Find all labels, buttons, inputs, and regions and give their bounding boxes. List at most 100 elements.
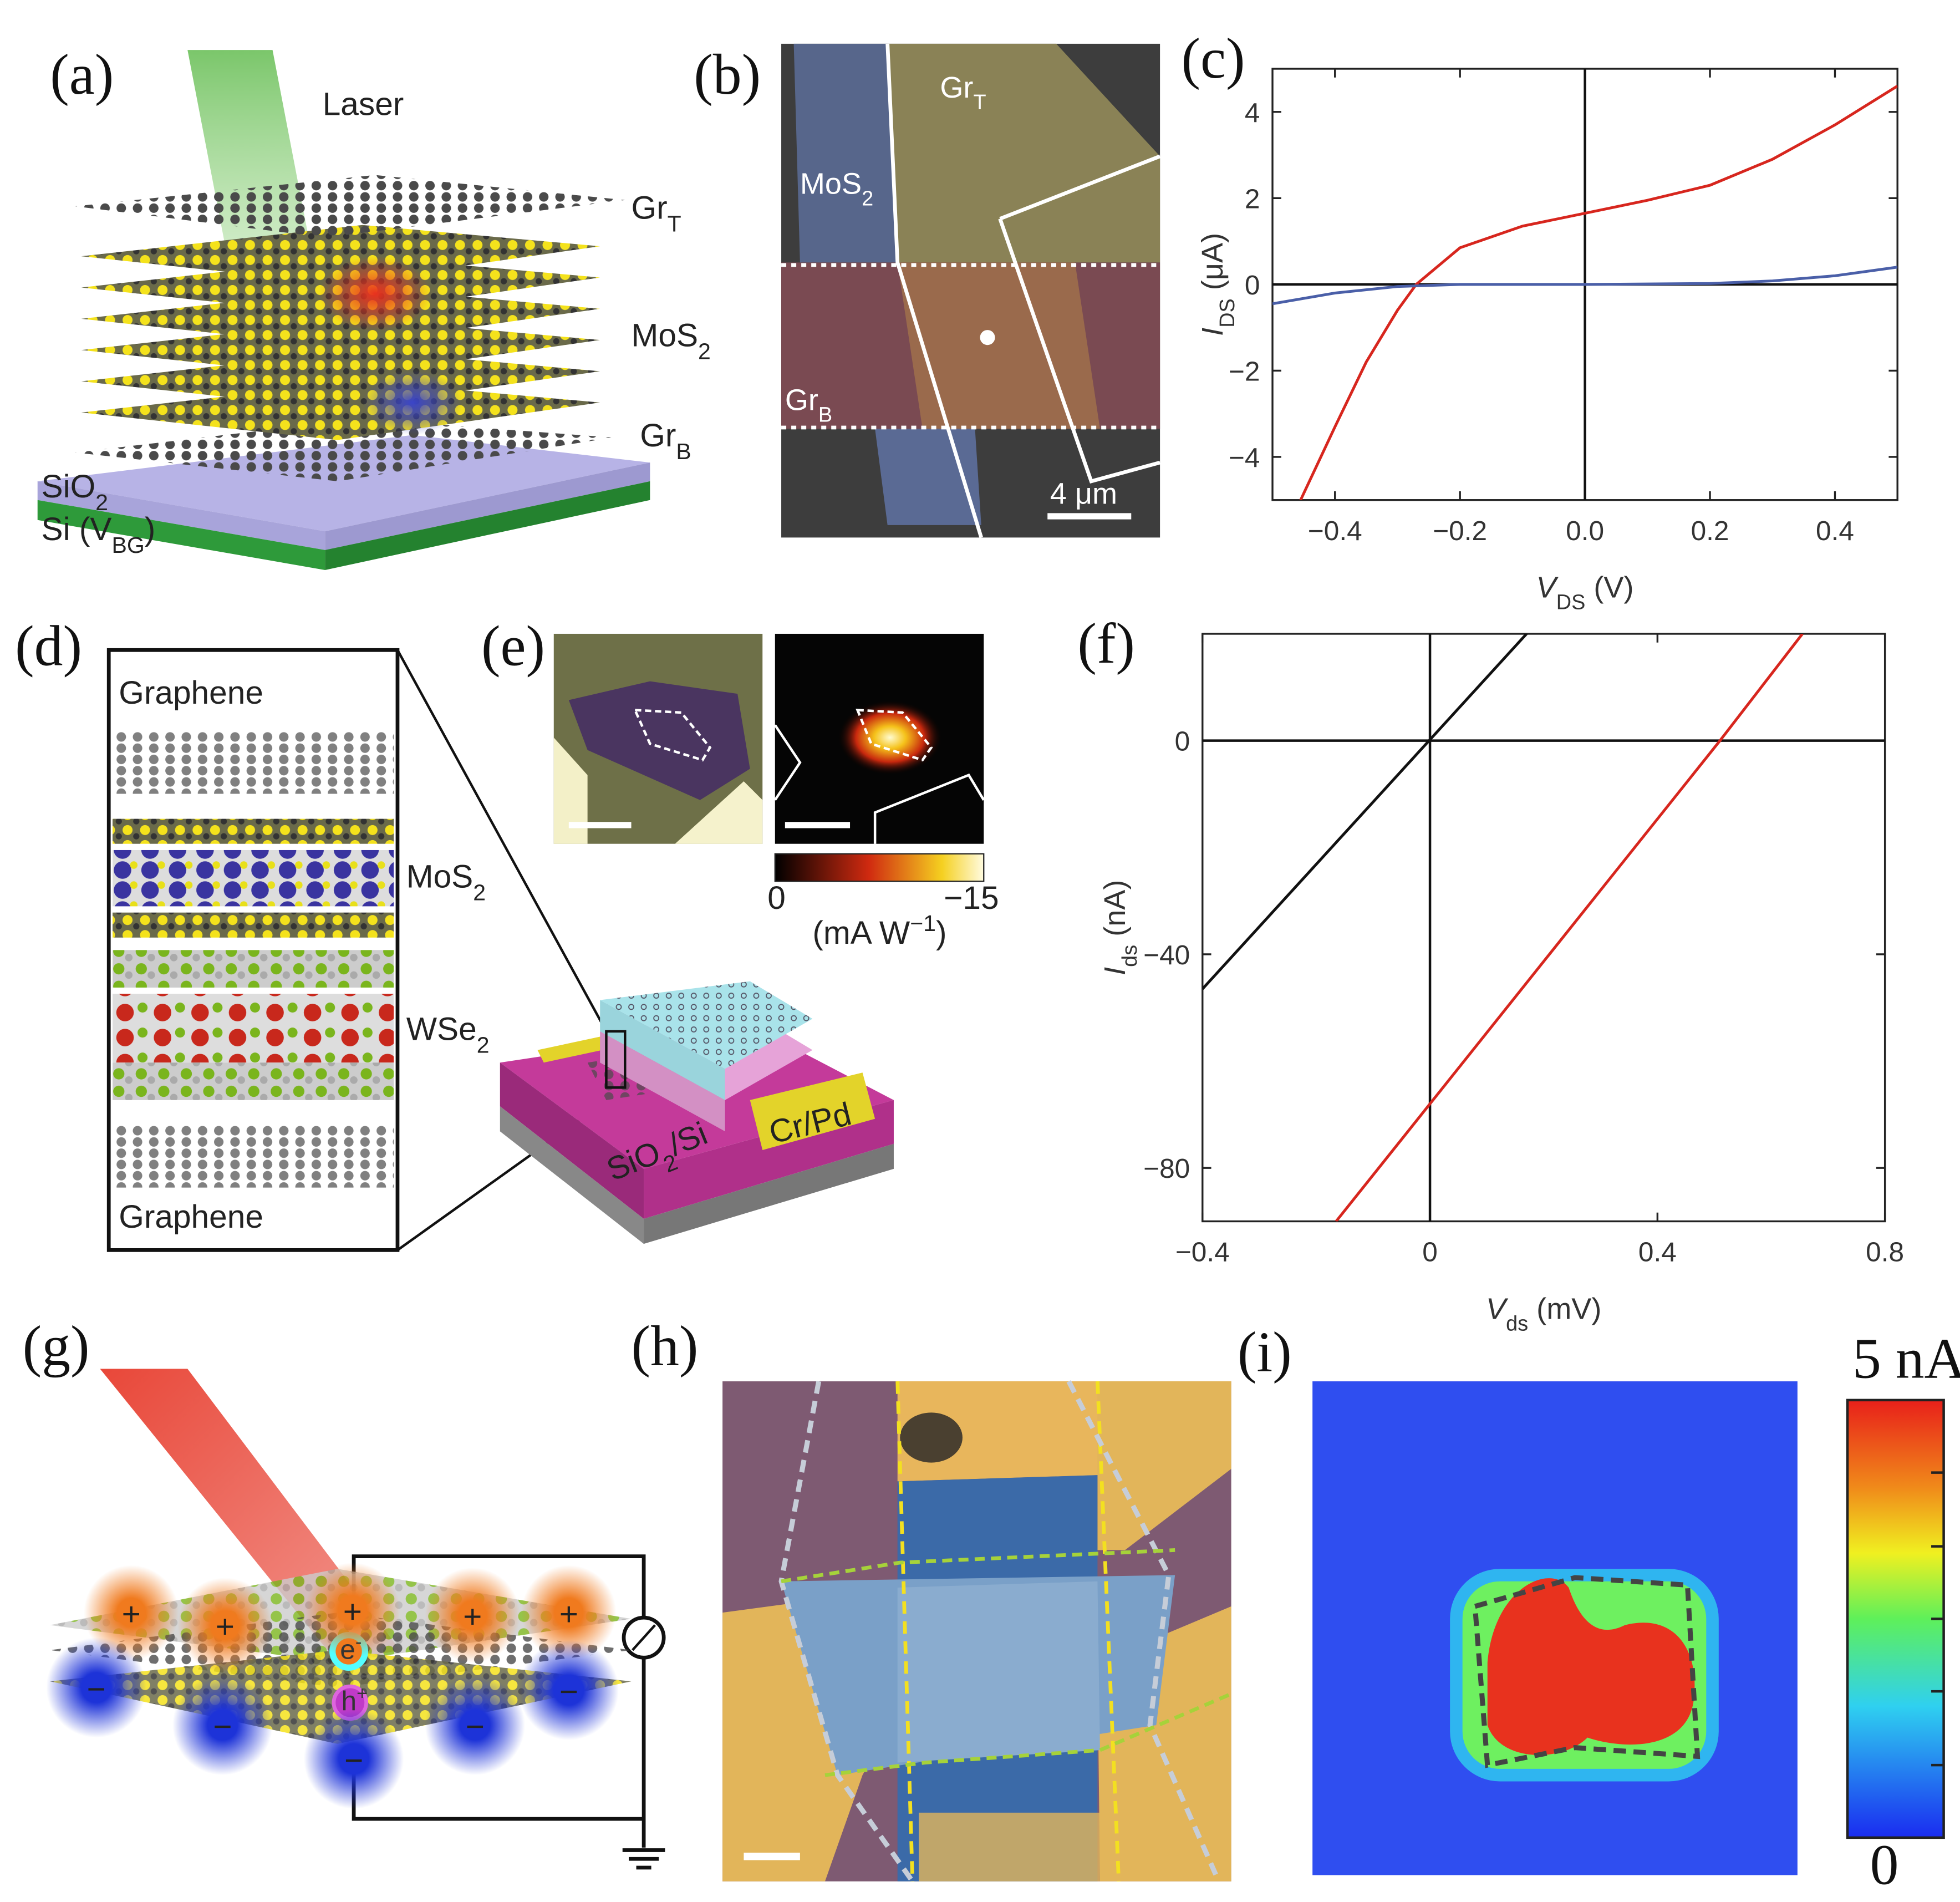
y-axis-label: IDS (μA) — [1196, 233, 1239, 336]
layer-label-part: 2 — [473, 880, 486, 906]
panel-e-images — [553, 633, 985, 882]
x-axis-label-part: (mV) — [1528, 1292, 1601, 1325]
colorbar-label: 5 nA — [1852, 1327, 1960, 1390]
x-tick-label: 0.4 — [1638, 1237, 1677, 1268]
panel-g-illustration-shape — [632, 1624, 656, 1651]
panel-e-images-shape — [873, 773, 985, 844]
layer-label-part: T — [668, 211, 681, 237]
layer-label-part: 2 — [95, 490, 108, 515]
panel-a-illustration-shape — [75, 419, 613, 481]
layer-label-part: ) — [145, 511, 156, 547]
data-line — [1335, 633, 1804, 1222]
panel-d-illustration-shape — [112, 1125, 394, 1188]
layer-label-part: Si (V — [41, 511, 111, 547]
panel-d-illustration-shape — [112, 731, 394, 794]
y-tick-label: −4 — [1229, 442, 1260, 473]
panel-a-illustration-shape — [81, 225, 600, 284]
layer-label-part: Gr — [632, 190, 668, 226]
charge-glow — [84, 1565, 179, 1660]
x-axis-label: VDS (V) — [1536, 571, 1634, 614]
layer-label: WSe2 — [406, 1011, 490, 1058]
panel-e-device-shape — [605, 1030, 627, 1089]
panel-d-illustration-shape — [112, 912, 394, 938]
panel-h-micrograph-shape — [897, 1581, 1100, 1763]
panel-i-map — [1312, 1381, 1945, 1875]
y-axis-label-part: (μA) — [1196, 233, 1229, 298]
panel-d-illustration — [106, 648, 626, 1252]
panel-d-illustration-shape — [396, 649, 608, 1032]
carrier-label: h+ — [342, 1683, 368, 1716]
charge-glow — [46, 1637, 146, 1738]
layer-label: GrT — [632, 190, 681, 237]
panel-a-illustration-shape — [81, 350, 600, 409]
charge-label: + — [122, 1596, 141, 1633]
carrier-label-part: h — [342, 1685, 357, 1716]
panel-e-device-shape — [500, 1062, 644, 1219]
y-tick-label: −2 — [1229, 355, 1260, 386]
x-tick-label: −0.4 — [1308, 515, 1362, 546]
panel-a-illustration-shape — [37, 481, 325, 550]
panel-h-micrograph-shape — [824, 1692, 1232, 1777]
x-tick-label: 0.4 — [1816, 515, 1854, 546]
charge-glow — [521, 1565, 617, 1660]
y-tick-label: 0 — [1245, 269, 1260, 301]
region-label: GrB — [785, 383, 832, 426]
panel-e-device-shape — [500, 1106, 644, 1244]
panel-e-device-shape — [600, 981, 813, 1069]
panel-h-micrograph-shape — [900, 1412, 963, 1463]
panel-h-micrograph-shape — [778, 1381, 915, 1883]
layer-label-part: MoS — [406, 859, 474, 895]
colorbar-unit-part: ) — [936, 915, 947, 951]
panel-h-micrograph-shape — [1066, 1380, 1221, 1883]
panel-b-micrograph-shape — [897, 262, 1100, 429]
panel-label: (i) — [1238, 1321, 1292, 1384]
panel-e-device-shape — [644, 1143, 894, 1244]
charge-label: − — [559, 1674, 578, 1710]
charge-glow — [177, 1577, 273, 1673]
panel-b-micrograph — [781, 43, 1161, 538]
panel-d-illustration-shape — [112, 994, 394, 1063]
panel-label: (h) — [632, 1315, 699, 1378]
charge-label: + — [343, 1594, 362, 1630]
colorbar-label: −15 — [944, 880, 999, 916]
x-tick-label: −0.2 — [1433, 515, 1487, 546]
panel-e-images-shape — [774, 853, 985, 882]
panel-e-images-shape — [675, 781, 763, 844]
panel-e-images-shape — [553, 738, 588, 844]
colorbar-label: 0 — [767, 880, 786, 916]
panel-label: (g) — [23, 1315, 90, 1378]
x-tick-label: 0.2 — [1691, 515, 1729, 546]
charge-glow — [425, 1567, 520, 1663]
panel-d-illustration-shape — [112, 1062, 394, 1100]
panel-b-micrograph-shape — [885, 43, 983, 538]
panel-b-micrograph-shape — [887, 43, 1160, 263]
region-label: MoS2 — [800, 167, 873, 210]
panel-b-micrograph-shape — [998, 218, 1161, 484]
region-label-part: MoS — [800, 167, 862, 200]
x-axis-label-part: (V) — [1585, 571, 1633, 604]
panel-e-images-shape — [856, 709, 933, 762]
panel-e-device-shape — [600, 1000, 725, 1100]
region-label-part: T — [973, 91, 986, 114]
data-line — [1202, 633, 1528, 990]
layer-label-part: B — [676, 439, 691, 464]
panel-a-illustration-shape — [325, 481, 650, 570]
panel-d-illustration-shape — [112, 818, 394, 844]
y-tick-label: 0 — [1175, 726, 1190, 757]
data-line — [1299, 84, 1898, 500]
charge-glow — [303, 1708, 404, 1809]
colorbar-unit: (mA W−1) — [812, 911, 946, 951]
charge-glow — [305, 1562, 400, 1658]
x-tick-label: −0.4 — [1175, 1237, 1230, 1268]
x-axis-label: Vds (mV) — [1486, 1292, 1601, 1335]
panel-e-images-shape — [837, 700, 943, 775]
carrier-label-part: + — [357, 1683, 368, 1704]
panel-a-illustration-shape — [325, 462, 650, 550]
scale-label: 4 μm — [1050, 477, 1117, 511]
data-line — [1272, 266, 1898, 306]
carrier-label-part: - — [355, 1632, 362, 1653]
x-tick-label: 0.0 — [1566, 515, 1604, 546]
layer-label: GrB — [640, 418, 691, 464]
region-label-part: 2 — [862, 187, 873, 210]
panel-h-micrograph-shape — [895, 1381, 915, 1881]
